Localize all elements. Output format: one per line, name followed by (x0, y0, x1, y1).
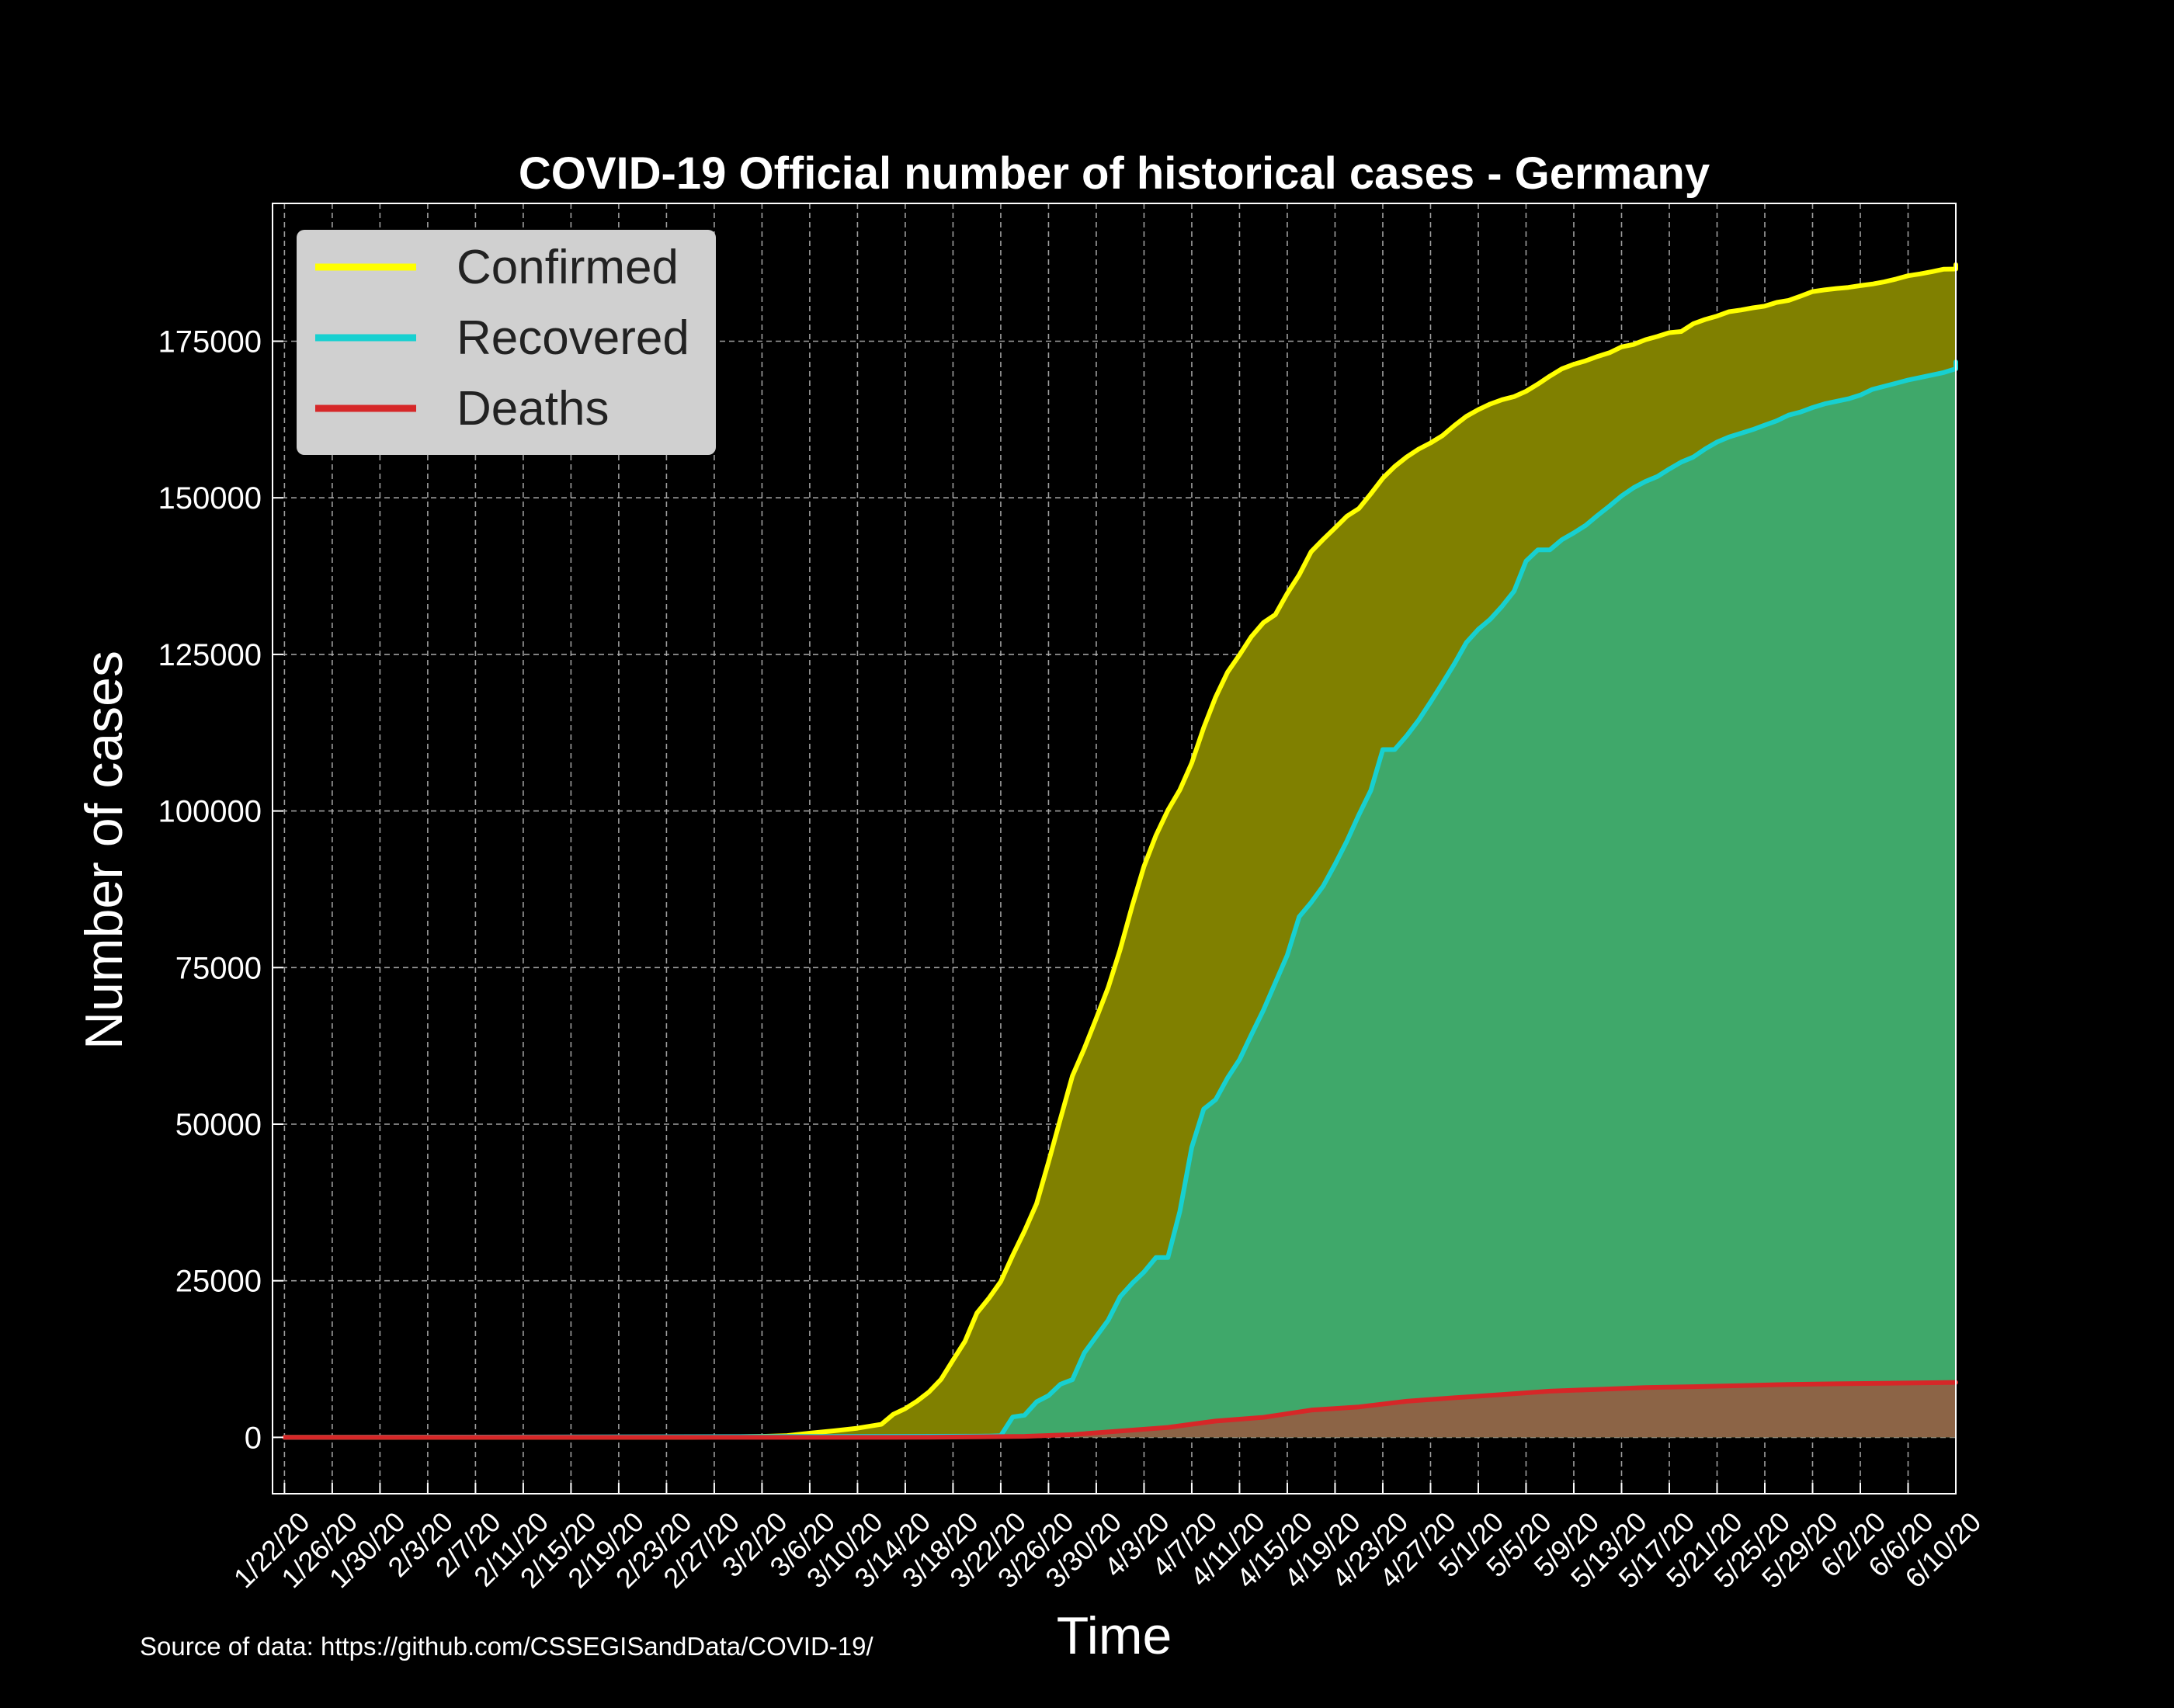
y-tick-label: 175000 (158, 325, 262, 359)
series-lines (282, 262, 1958, 1440)
x-axis-label: Time (1057, 1606, 1172, 1665)
legend: Confirmed Recovered Deaths (297, 230, 716, 455)
legend-label-deaths: Deaths (457, 382, 609, 436)
y-tick-label: 100000 (158, 795, 262, 829)
legend-label-recovered: Recovered (457, 311, 689, 365)
y-tick-label: 50000 (175, 1108, 262, 1142)
area-fill-deaths (284, 1382, 1956, 1438)
area-fill-recovered (284, 362, 1956, 1438)
y-tick-label: 25000 (175, 1265, 262, 1299)
area-fills (284, 264, 1956, 1438)
source-note: Source of data: https://github.com/CSSEG… (140, 1632, 873, 1661)
chart-title: COVID-19 Official number of historical c… (519, 148, 1710, 199)
plot-frame (272, 203, 1957, 1494)
y-axis-label: Number of cases (75, 651, 134, 1050)
y-tick-label: 0 (245, 1421, 262, 1455)
y-tick-label: 75000 (175, 951, 262, 985)
y-tick-label: 125000 (158, 638, 262, 672)
series-line-deaths (282, 1380, 1958, 1440)
legend-label-confirmed: Confirmed (457, 241, 679, 294)
series-line-confirmed (282, 262, 1958, 1440)
legend-box (297, 230, 716, 455)
y-tick-label: 150000 (158, 481, 262, 516)
axes: 1/22/201/26/201/30/202/3/202/7/202/11/20… (158, 203, 1987, 1594)
series-line-recovered (282, 359, 1958, 1440)
